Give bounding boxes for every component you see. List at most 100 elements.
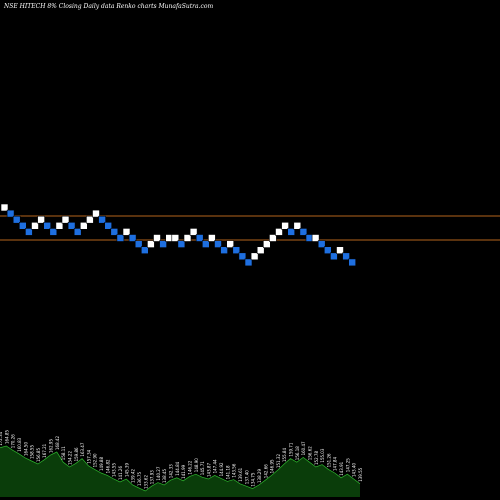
up-brick [311,234,320,242]
down-brick [238,252,247,261]
volume-label: 147.44 [213,459,218,473]
volume-label: 144.92 [219,462,224,476]
volume-fill [0,446,360,497]
volume-label: 139.61 [238,467,243,481]
chart-title: NSE HITECH 8% Closing Daily data Renko c… [3,3,213,10]
volume-label: 143.40 [352,463,357,477]
volume-label: 143.55 [112,463,117,477]
volume-label: 133.62 [143,475,148,489]
volume-label: 164.50 [23,442,28,456]
volume-label: 152.78 [314,451,319,465]
up-brick [293,222,302,230]
up-brick [183,234,192,242]
down-brick [25,228,33,236]
volume-label: 143.91 [339,461,344,475]
down-brick [348,258,357,267]
volume-label: 148.90 [194,458,199,472]
volume-label: 159.71 [289,442,294,456]
volume-label: 159.86 [74,447,79,461]
up-brick [80,222,88,230]
down-brick [232,246,241,254]
up-brick [61,215,70,224]
volume-label: 146.95 [270,459,275,473]
down-brick [43,222,52,230]
down-brick [110,228,119,236]
down-brick [195,234,204,242]
up-brick [122,228,131,236]
volume-area [0,445,361,497]
volume-label: 158.55 [30,445,35,459]
volume-label: 145.39 [124,463,129,477]
up-brick [250,252,259,261]
down-brick [73,228,82,236]
volume-label: 139.42 [131,469,136,483]
volume-label: 142.66 [263,464,268,478]
down-brick [134,240,143,248]
volume-label: 160.83 [17,437,22,451]
volume-label: 155.84 [282,448,287,462]
volume-label: 137.93 [150,470,155,484]
volume-label: 134.75 [251,472,256,486]
up-brick [281,222,289,230]
up-brick [55,222,64,230]
volume-label: 147.84 [333,457,338,471]
up-brick [269,234,277,242]
down-brick [214,240,222,248]
volume-label: 139.55 [358,467,363,481]
up-brick [153,234,161,242]
down-brick [6,209,15,218]
down-brick [67,222,76,230]
volume-label: 149.88 [99,457,104,471]
volume-label: 158.11 [61,446,66,460]
volume-label: 137.40 [244,470,249,484]
volume-label: 168.42 [55,436,60,450]
up-brick [171,234,180,242]
volume-label: 143.87 [206,463,211,477]
volume-label: 164.85 [4,430,9,444]
down-brick [49,228,58,236]
up-brick [147,240,155,248]
up-brick [336,246,344,254]
down-brick [220,246,228,254]
up-brick [226,240,234,248]
up-brick [37,215,45,224]
down-brick [202,240,210,248]
volume-label: 136.75 [137,472,142,486]
volume-label: 141.26 [118,466,123,480]
up-brick [31,222,39,230]
volume-label: 162.95 [49,439,54,453]
volume-label: 167.21 [42,443,47,457]
volume-label: 146.22 [188,460,193,474]
up-brick [262,240,271,248]
down-brick [317,240,326,248]
down-brick [12,215,21,224]
volume-label: 138.29 [257,469,262,483]
down-brick [342,252,350,261]
down-brick [18,222,27,230]
volume-label: 145.71 [200,461,205,475]
volume-label: 142.33 [169,464,174,478]
volume-label: 147.25 [345,458,350,472]
volume-label: 172.34 [0,431,3,445]
volume-label: 144.84 [175,461,180,475]
up-brick [0,203,9,212]
up-brick [256,246,265,254]
volume-label: 151.32 [276,454,281,468]
down-brick [104,222,112,230]
volume-label: 156.18 [295,446,300,460]
down-brick [244,258,253,267]
volume-label: 138.45 [162,469,167,483]
down-brick [98,215,106,224]
down-brick [299,228,308,236]
volume-label: 155.03 [320,448,325,462]
volume-label: 143.56 [232,463,237,477]
volume-label: 160.47 [301,441,306,455]
down-brick [323,246,332,254]
volume-label: 141.18 [225,465,230,479]
down-brick [159,240,167,248]
volume-label: 140.27 [156,466,161,480]
volume-label: 157.34 [86,449,91,463]
volume-labels: 172.34 164.85 170.26 160.83 164.50 158.55 156.… [0,430,363,489]
volume-label: 170.26 [11,434,16,448]
